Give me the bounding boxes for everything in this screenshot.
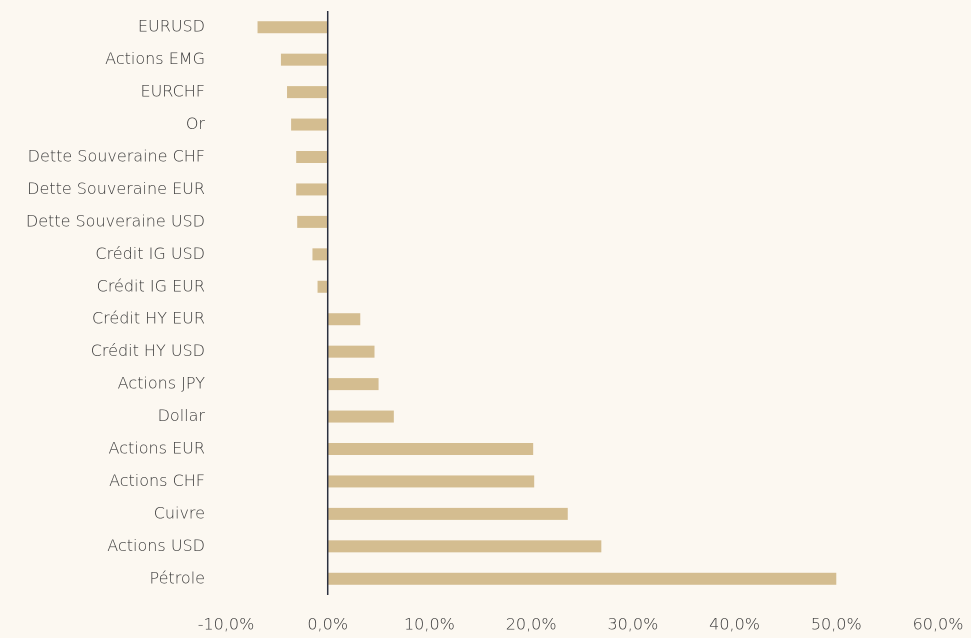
bar — [327, 443, 534, 455]
x-tick-label: 40,0% — [709, 615, 760, 634]
x-tick-label: 30,0% — [607, 615, 658, 634]
y-tick-label: Crédit HY EUR — [92, 309, 205, 328]
bar — [327, 540, 602, 553]
y-tick-label: EURUSD — [138, 17, 205, 36]
bar — [296, 183, 328, 196]
bar — [296, 151, 328, 163]
bar — [287, 86, 328, 99]
y-tick-label: Crédit HY USD — [91, 341, 205, 360]
x-tick-label: 10,0% — [404, 615, 455, 634]
y-tick-label: Actions JPY — [118, 374, 206, 393]
y-tick-label: Actions USD — [107, 536, 205, 555]
y-tick-label: Or — [186, 114, 206, 133]
bar — [327, 345, 375, 358]
bar — [327, 475, 535, 488]
y-tick-label: Actions CHF — [109, 471, 205, 490]
y-tick-label: Dollar — [158, 406, 206, 425]
x-tick-label: 20,0% — [506, 615, 557, 634]
y-tick-label: EURCHF — [140, 82, 205, 101]
x-tick-label: -10,0% — [198, 615, 255, 634]
bar — [327, 378, 379, 391]
bar — [327, 507, 568, 520]
bar — [317, 280, 328, 293]
bar — [327, 572, 837, 585]
x-tick-label: 50,0% — [811, 615, 862, 634]
bar — [327, 410, 394, 423]
bar — [280, 53, 328, 66]
bar — [291, 118, 328, 131]
bar — [327, 313, 361, 326]
x-tick-label: 0,0% — [307, 615, 348, 634]
y-tick-label: Dette Souveraine EUR — [27, 179, 205, 198]
y-tick-label: Actions EUR — [109, 439, 205, 458]
y-tick-label: Cuivre — [154, 503, 205, 522]
bar — [257, 21, 328, 34]
y-tick-label: Pétrole — [150, 568, 206, 587]
y-tick-label: Crédit IG USD — [95, 244, 205, 263]
y-tick-label: Actions EMG — [105, 49, 205, 68]
x-tick-label: 60,0% — [913, 615, 964, 634]
bar — [297, 215, 328, 228]
y-tick-label: Dette Souveraine USD — [26, 211, 205, 230]
y-tick-label: Crédit IG EUR — [97, 276, 205, 295]
bar — [312, 248, 328, 261]
y-tick-label: Dette Souveraine CHF — [28, 147, 205, 166]
